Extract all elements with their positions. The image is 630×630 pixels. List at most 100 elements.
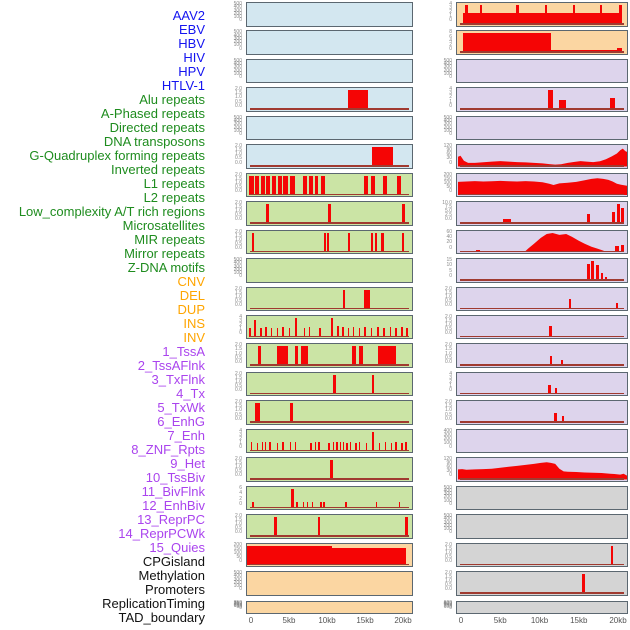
signal-bar (620, 245, 625, 253)
signal-bar (370, 232, 373, 253)
signal-bar (255, 403, 260, 423)
zero-baseline (250, 222, 409, 224)
y-tick-label: 400 (443, 516, 452, 523)
track-panel-15_Quies (456, 457, 628, 482)
zero-baseline (250, 307, 409, 309)
y-tick-label: 1.5 (445, 289, 452, 296)
track-panel-Directed repeats (246, 229, 413, 255)
signal-bar (306, 501, 309, 509)
signal-bar (568, 299, 572, 309)
signal-bar (544, 5, 548, 25)
row-label-1_TssA: 1_TssA (162, 344, 205, 359)
y-tick-label: 400 (233, 260, 242, 267)
y-ticks-DUP: 350 300 250 200 150 100 50 0 (204, 600, 244, 614)
zero-baseline (250, 392, 409, 395)
y-tick-label: 100 (443, 179, 452, 186)
track-panel-2_TssAFlnk (456, 87, 628, 112)
y-tick-label: 1.0 (445, 407, 452, 414)
y-ticks-4_Tx: 120 90 60 30 0 (414, 144, 454, 169)
y-tick-label: 8 (449, 29, 452, 36)
row-label-7_Enh: 7_Enh (167, 428, 205, 443)
signal-bar (401, 204, 405, 224)
y-tick-label: 1 (239, 326, 242, 333)
signal-bar (379, 443, 381, 452)
signal-bar (405, 517, 409, 537)
y-tick-label: 400 (443, 61, 452, 68)
y-tick-label: 4 (239, 427, 242, 434)
y-tick-label: 2.0 (235, 143, 242, 150)
y-ticks-11_BivFlnk: 2.0 1.5 1.0 0.5 0.0 (414, 343, 454, 368)
y-tick-label: 500 (443, 600, 452, 607)
y-tick-label: 1 (449, 383, 452, 390)
y-tick-label: 0.5 (235, 98, 242, 105)
y-tick-label: 0.0 (445, 216, 452, 223)
y-tick-label: 100 (443, 439, 452, 446)
y-tick-label: 300 (443, 519, 452, 526)
signal-bar (365, 443, 368, 452)
y-tick-label: 2.5 (445, 212, 452, 219)
y-tick-label: 2 (239, 435, 242, 442)
y-tick-label: 0 (449, 472, 452, 479)
row-label-6_EnhG: 6_EnhG (157, 414, 205, 429)
y-tick-label: 200 (233, 124, 242, 131)
signal-bar (364, 289, 370, 309)
y-tick-label: 6 (239, 484, 242, 491)
y-tick-label: 0 (449, 102, 452, 109)
signal-bar (277, 175, 282, 196)
signal-bar (559, 100, 566, 110)
y-tick-label: 300 (443, 431, 452, 438)
y-ticks-DNA transposons: 500 400 300 200 100 0 (204, 258, 244, 283)
signal-bar (383, 327, 385, 338)
row-label-CNV: CNV (177, 274, 205, 289)
signal-bar (265, 204, 269, 224)
row-label-Methylation: Methylation (138, 568, 205, 583)
row-label-ReplicationTiming: ReplicationTiming (102, 596, 205, 611)
y-tick-label: 1.0 (235, 94, 242, 101)
y-tick-label: 300 (443, 602, 452, 609)
y-tick-label: 100 (233, 14, 242, 21)
y-tick-label: 120 (443, 456, 452, 463)
y-tick-label: 2.0 (235, 200, 242, 207)
track-panel-Z-DNA motifs (246, 514, 413, 539)
row-label-13_ReprPC: 13_ReprPC (137, 512, 205, 527)
row-label-DEL: DEL (179, 288, 205, 303)
y-tick-label: 3 (239, 431, 242, 438)
y-ticks-MIR repeats: 2.0 1.5 1.0 0.5 0.0 (204, 457, 244, 482)
y-tick-label: 120 (443, 143, 452, 150)
zero-baseline (460, 563, 624, 566)
track-panel-Alu repeats (246, 172, 413, 198)
zero-baseline (250, 506, 409, 509)
signal-bar (254, 175, 259, 196)
signal-bar (265, 326, 267, 338)
y-tick-label: 1.0 (445, 549, 452, 556)
zero-baseline (460, 364, 624, 366)
y-tick-label: 100 (443, 497, 452, 504)
y-tick-label: 1.5 (235, 232, 242, 239)
signal-bar (572, 5, 576, 25)
track-panel-7_Enh (456, 229, 628, 255)
y-tick-label: 0.5 (445, 326, 452, 333)
y-tick-label: 300 (443, 121, 452, 128)
y-tick-label: 500 (443, 484, 452, 491)
y-tick-label: 150 (233, 602, 242, 609)
y-tick-label: 2.0 (445, 399, 452, 406)
area-series-15_Quies (458, 462, 627, 480)
signal-bar (333, 441, 335, 452)
zero-baseline (460, 392, 624, 395)
signal-bar (261, 441, 264, 452)
track-panel-L1 repeats (246, 343, 413, 368)
zero-baseline (250, 449, 409, 452)
track-panel-HIV (246, 87, 413, 112)
signal-bar (333, 374, 336, 395)
signal-bar (549, 325, 552, 338)
signal-bar (615, 303, 619, 309)
y-tick-label: 10 (446, 262, 452, 269)
y-tick-label: 400 (443, 487, 452, 494)
y-tick-label: 0 (239, 444, 242, 451)
y-tick-label: 100 (443, 526, 452, 533)
y-tick-label: 100 (233, 583, 242, 590)
signal-bar (342, 326, 344, 338)
y-tick-label: 0 (239, 330, 242, 337)
signal-bar (324, 232, 327, 253)
signal-bar (555, 387, 558, 395)
